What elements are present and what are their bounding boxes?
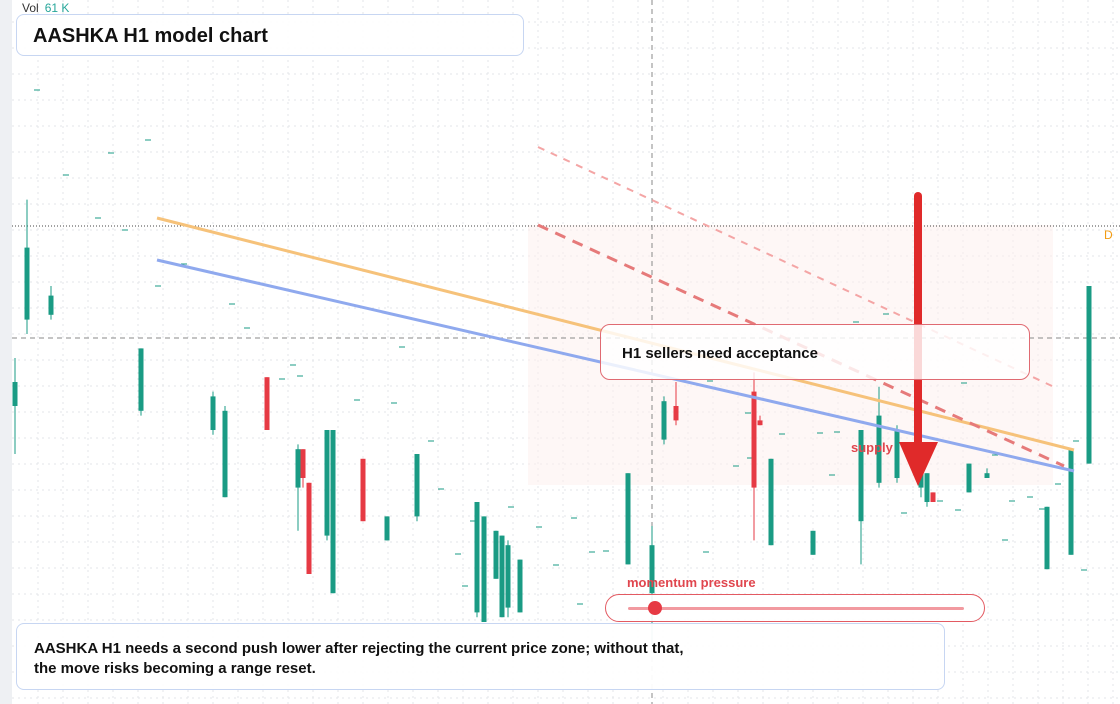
title-panel: AASHKA H1 model chart: [16, 14, 524, 56]
candle-body: [751, 391, 757, 488]
supply-label: supply: [851, 440, 893, 455]
candle-body: [505, 545, 511, 608]
candle-body: [649, 545, 655, 594]
candle-body: [264, 377, 270, 430]
volume-value: 61 K: [44, 1, 70, 15]
candle-body: [306, 482, 312, 574]
candle-body: [918, 473, 924, 488]
momentum-slider[interactable]: [605, 594, 985, 622]
candle-body: [324, 430, 330, 536]
volume-readout: Vol 61 K: [22, 1, 69, 15]
channel-line-upper: [537, 146, 1053, 387]
candle-body: [210, 396, 216, 430]
candle-body: [625, 473, 631, 565]
candle-body: [499, 535, 505, 618]
chart-title: AASHKA H1 model chart: [33, 25, 268, 47]
candle-body: [966, 463, 972, 493]
candle-body: [138, 348, 144, 411]
candle-body: [360, 458, 366, 522]
candle-body: [330, 430, 336, 594]
candles: [12, 199, 1092, 646]
candle-body: [757, 420, 763, 426]
candle-body: [858, 430, 864, 522]
momentum-knob[interactable]: [647, 601, 662, 615]
momentum-track: [628, 607, 964, 610]
candle-body: [300, 449, 306, 478]
candle-body: [24, 247, 30, 320]
price-scale-strip: [0, 0, 12, 704]
candle-body: [1044, 506, 1050, 570]
candle-body: [493, 530, 499, 579]
candle-body: [924, 473, 930, 502]
candle-body: [894, 430, 900, 478]
candle-body: [481, 516, 487, 622]
candle-body: [930, 492, 936, 502]
down-arrow-head: [899, 442, 938, 486]
candle-body: [48, 295, 54, 315]
candle-body: [876, 415, 882, 483]
candle-body: [768, 458, 774, 546]
candle-body: [474, 502, 480, 613]
candle-body: [1068, 449, 1074, 555]
momentum-label: momentum pressure: [627, 575, 756, 590]
candle-body: [661, 401, 667, 440]
callout-text: H1 sellers need acceptance: [622, 345, 818, 362]
callout-box: H1 sellers need acceptance: [600, 324, 1030, 380]
volume-label: Vol: [22, 1, 39, 15]
analysis-note: AASHKA H1 needs a second push lower afte…: [16, 623, 945, 690]
candle-body: [517, 559, 523, 613]
note-line-1: AASHKA H1 needs a second push lower afte…: [34, 640, 684, 657]
candle-body: [384, 516, 390, 541]
candle-body: [810, 530, 816, 555]
candle-body: [673, 406, 679, 421]
candle-body: [295, 449, 301, 488]
candle-body: [414, 454, 420, 517]
price-marker-label: D: [1104, 228, 1113, 242]
candle-body: [1086, 286, 1092, 464]
candle-body: [984, 473, 990, 478]
price-ticks: [34, 89, 1087, 605]
note-line-2: the move risks becoming a range reset.: [34, 660, 316, 677]
candle-body: [222, 410, 228, 498]
candle-body: [12, 382, 18, 406]
